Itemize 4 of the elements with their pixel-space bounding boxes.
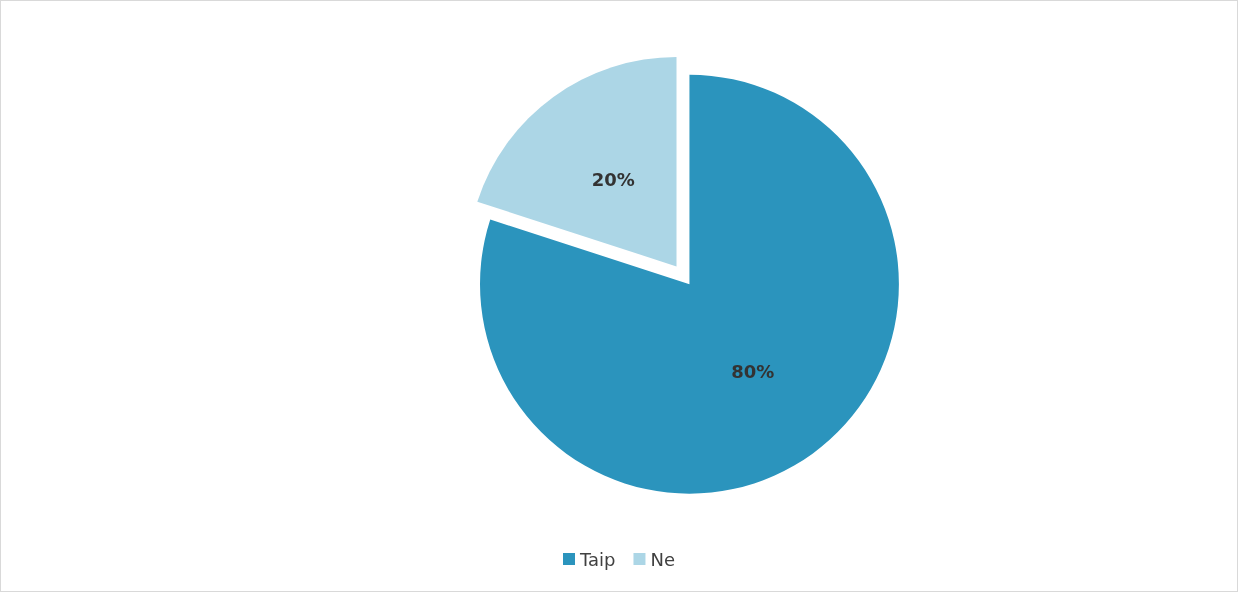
data-label: 80% [731,360,775,382]
legend-label: Ne [650,548,676,570]
legend-label: Taip [578,548,616,570]
data-label: 20% [591,168,635,190]
